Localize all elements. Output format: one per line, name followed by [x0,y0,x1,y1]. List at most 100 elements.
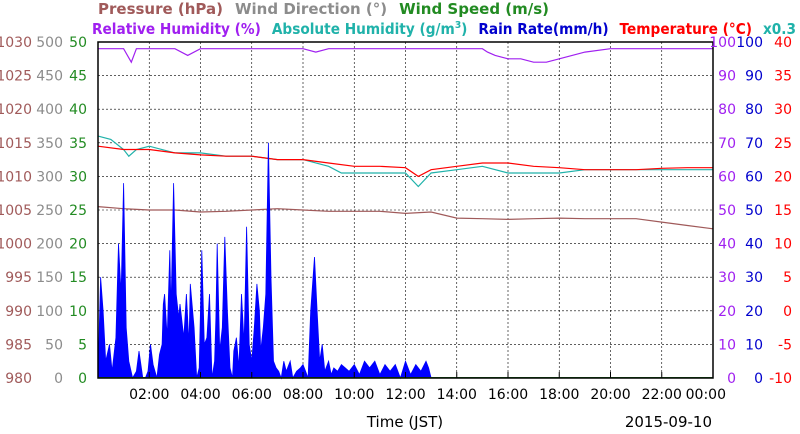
temperature-tick: -10 [769,371,792,387]
legend-entry: x0.3 [763,20,796,38]
rain-rate-tick: 90 [745,69,763,85]
wind-speed-tick: 35 [69,136,87,152]
legend-entry: Temperature (°C) [620,20,752,38]
wind-speed-tick: 30 [69,169,87,185]
date-label: 2015-09-10 [625,413,712,431]
relative-humidity-tick: 40 [718,237,736,253]
wind-speed-tick: 40 [69,102,87,118]
rain-rate-tick: 20 [745,304,763,320]
wind-direction-tick: 50 [45,337,63,353]
pressure-tick: 1010 [0,169,32,185]
legend-row-2: Relative Humidity (%) Absolute Humidity (… [92,20,796,38]
wind-speed-tick: 20 [69,237,87,253]
legend-entry: Wind Speed (m/s) [399,0,549,18]
wind-direction-tick: 150 [36,270,63,286]
relative-humidity-tick: 10 [718,337,736,353]
relative-humidity-tick: 0 [727,371,736,387]
x-tick-label: 10:00 [334,387,374,403]
wind-direction-tick: 450 [36,69,63,85]
pressure-tick: 1000 [0,237,32,253]
temperature-tick: 0 [783,304,792,320]
legend-entry: Pressure (hPa) [98,0,223,18]
wind-speed-tick: 25 [69,203,87,219]
wind-direction-tick: 300 [36,169,63,185]
x-tick-label: 16:00 [488,387,528,403]
relative-humidity-tick: 50 [718,203,736,219]
rain-rate-tick: 0 [754,371,763,387]
temperature-tick: 40 [774,35,792,51]
relative-humidity-tick: 90 [718,69,736,85]
rain-rate-mm-h-area [97,142,713,380]
temperature-tick: 10 [774,237,792,253]
temperature-tick: 35 [774,69,792,85]
legend-entry: Wind Direction (°) [235,0,387,18]
pressure-tick: 985 [5,337,32,353]
rain-rate-tick: 40 [745,237,763,253]
pressure-tick: 1020 [0,102,32,118]
relative-humidity-tick: 60 [718,169,736,185]
grid [98,42,713,378]
rain-rate-tick: 10 [745,337,763,353]
x-tick-label: 12:00 [385,387,425,403]
rain-rate-tick: 60 [745,169,763,185]
pressure-tick: 980 [5,371,32,387]
relative-humidity-tick: 70 [718,136,736,152]
relative-humidity-tick: 100 [709,35,736,51]
pressure-tick: 990 [5,304,32,320]
x-tick-label: 22:00 [642,387,682,403]
legend-entry: Relative Humidity (%) [92,20,261,38]
wind-direction-tick: 350 [36,136,63,152]
wind-direction-tick: 500 [36,35,63,51]
pressure-tick: 1030 [0,35,32,51]
x-tick-label: 06:00 [232,387,272,403]
relative-humidity-tick: 80 [718,102,736,118]
x-axis-label: Time (JST) [366,413,443,431]
relative-humidity-tick: 20 [718,304,736,320]
wind-speed-tick: 5 [78,337,87,353]
x-tick-label: 00:00 [686,387,726,403]
legend-superscript: 3 [455,20,461,31]
legend-entry: Rain Rate(mm/h) [478,20,608,38]
axes: 9809859909951000100510101015102010251030… [0,35,792,403]
legend-row-1: Pressure (hPa) Wind Direction (°) Wind Spe… [98,0,549,18]
rain-rate-tick: 80 [745,102,763,118]
wind-speed-tick: 10 [69,304,87,320]
wind-speed-tick: 45 [69,69,87,85]
rain-rate-tick: 50 [745,203,763,219]
temperature-c-line [97,145,713,178]
x-tick-label: 18:00 [539,387,579,403]
wind-direction-tick: 0 [54,371,63,387]
pressure-tick: 1005 [0,203,32,219]
wind-direction-tick: 400 [36,102,63,118]
pressure-tick: 1015 [0,136,32,152]
rain-rate-tick: 30 [745,270,763,286]
temperature-tick: 5 [783,270,792,286]
legend-entry-tail: ) [461,20,467,38]
x-tick-label: 08:00 [283,387,323,403]
temperature-tick: 20 [774,169,792,185]
wind-speed-tick: 0 [78,371,87,387]
temperature-tick: 15 [774,203,792,219]
wind-speed-tick: 15 [69,270,87,286]
relative-humidity-tick: 30 [718,270,736,286]
temperature-tick: 30 [774,102,792,118]
pressure-hpa-line [97,206,714,230]
wind-direction-tick: 250 [36,203,63,219]
x-tick-label: 20:00 [590,387,630,403]
wind-speed-tick: 50 [69,35,87,51]
temperature-tick: 25 [774,136,792,152]
x-tick-label: 02:00 [129,387,169,403]
pressure-tick: 1025 [0,69,32,85]
wind-direction-tick: 200 [36,237,63,253]
x-tick-label: 04:00 [180,387,220,403]
pressure-tick: 995 [5,270,32,286]
temperature-tick: -5 [778,337,792,353]
relative-humidity-line [98,48,713,64]
rain-rate-tick: 100 [736,35,763,51]
wind-direction-tick: 100 [36,304,63,320]
legend: Pressure (hPa) Wind Direction (°) Wind Spe… [92,0,796,38]
rain-rate-tick: 70 [745,136,763,152]
x-tick-label: 14:00 [437,387,477,403]
legend-entry: Absolute Humidity (g/m [272,20,455,38]
